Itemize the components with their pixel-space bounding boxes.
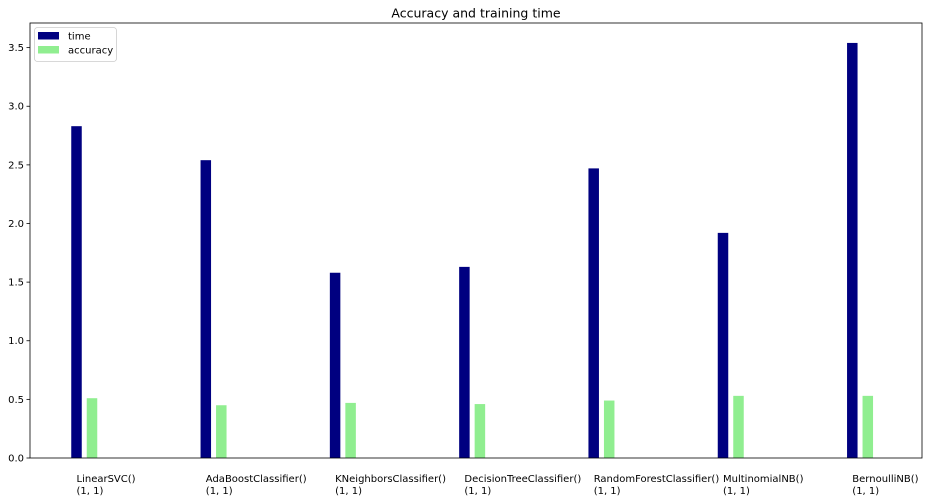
y-tick-label: 3.0 [8,102,24,113]
x-category-label: LinearSVC() [77,474,136,485]
bar-time-4 [459,266,470,458]
bar-time-7 [847,42,858,458]
x-category-label: (1, 1) [723,486,750,497]
x-category-label: (1, 1) [335,486,362,497]
x-axis-labels: LinearSVC()(1, 1)AdaBoostClassifier()(1,… [77,474,919,497]
bar-accuracy-2 [216,405,227,458]
legend-swatch-time [38,32,59,40]
y-tick-label: 3.5 [8,43,24,54]
x-category-label: AdaBoostClassifier() [206,474,307,485]
bars-group [71,42,874,458]
bar-time-1 [71,126,82,458]
legend-label-time: time [68,32,91,43]
bar-accuracy-6 [733,395,744,458]
bar-accuracy-4 [474,404,486,458]
x-category-label: (1, 1) [464,486,491,497]
legend: time accuracy [34,27,117,62]
legend-label-accuracy: accuracy [68,46,113,57]
bar-accuracy-3 [345,402,356,458]
bar-time-2 [200,160,212,458]
y-tick-label: 0.5 [8,395,24,406]
y-tick-label: 1.0 [8,336,24,347]
legend-swatch-accuracy [38,46,59,54]
bar-accuracy-1 [86,398,98,458]
bar-accuracy-7 [862,395,874,458]
x-category-label: (1, 1) [594,486,621,497]
y-tick-label: 2.0 [8,219,24,230]
plot-frame [29,22,923,459]
x-category-label: (1, 1) [852,486,879,497]
y-tick-label: 0.0 [8,454,24,465]
x-category-label: (1, 1) [206,486,233,497]
y-axis: 0.0 0.5 1.0 1.5 2.0 2.5 3.0 3.5 [8,43,30,465]
x-category-label: KNeighborsClassifier() [335,474,446,485]
y-tick-label: 2.5 [8,160,24,171]
x-category-label: DecisionTreeClassifier() [464,474,581,485]
y-tick-label: 1.5 [8,278,24,289]
bar-time-3 [329,272,341,458]
bar-time-6 [717,232,729,458]
x-category-label: MultinomialNB() [723,474,804,485]
chart-title: Accuracy and training time [391,6,560,21]
x-category-label: BernoulliNB() [852,474,918,485]
x-category-label: (1, 1) [77,486,104,497]
bar-time-5 [588,168,599,458]
bar-accuracy-5 [603,400,615,458]
x-category-label: RandomForestClassifier() [594,474,720,485]
